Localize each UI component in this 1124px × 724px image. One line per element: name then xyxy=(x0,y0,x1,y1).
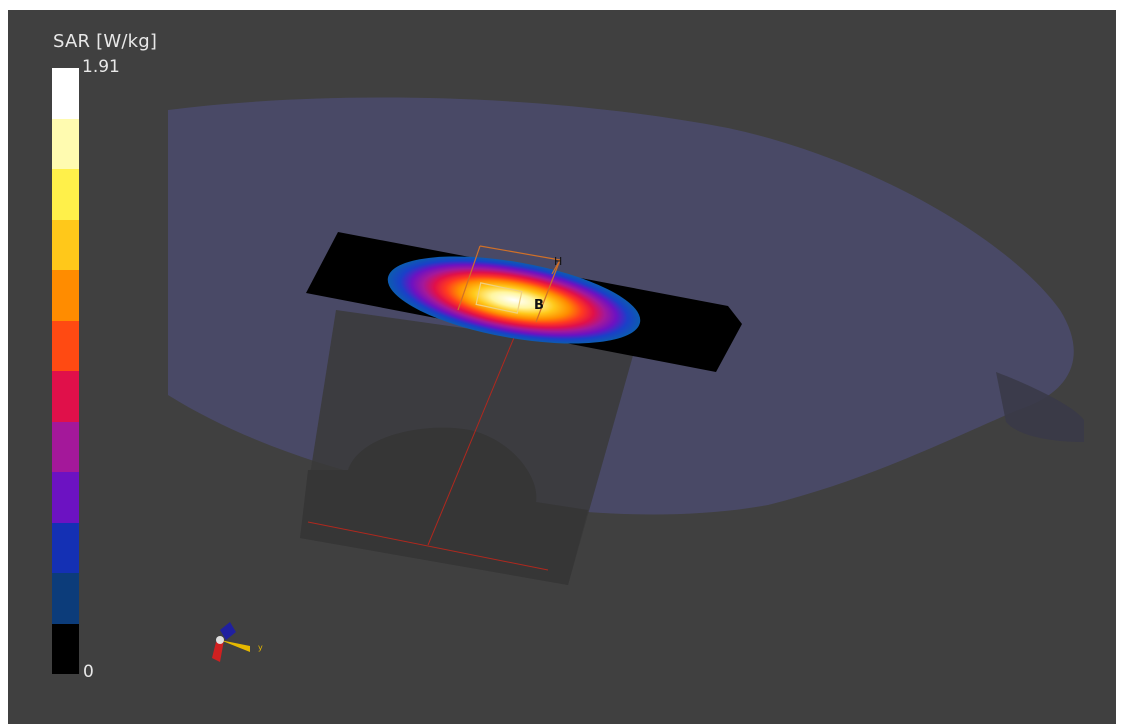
legend-swatch xyxy=(52,169,79,220)
legend-max-label: 1.91 xyxy=(82,57,120,77)
legend-swatch xyxy=(52,270,79,321)
legend-swatch xyxy=(52,623,79,674)
3d-viewport[interactable]: H B y SAR [W/kg] 1.91 0 xyxy=(8,10,1116,724)
sar-hotspot xyxy=(387,256,641,344)
axis-label-y: y xyxy=(258,643,263,652)
red-line-vertical xyxy=(427,327,519,546)
marker-b: B xyxy=(534,298,544,313)
legend-swatch xyxy=(52,68,79,119)
axis-triad xyxy=(212,622,250,662)
legend-swatch xyxy=(52,573,79,624)
legend-swatch xyxy=(52,522,79,573)
legend-swatch xyxy=(52,118,79,169)
legend-swatch xyxy=(52,472,79,523)
legend-swatch xyxy=(52,219,79,270)
legend-swatch xyxy=(52,320,79,371)
legend-swatch xyxy=(52,421,79,472)
marker-h: H xyxy=(554,255,563,268)
sar-scene xyxy=(168,97,1084,662)
color-legend-bar xyxy=(52,68,79,674)
legend-title: SAR [W/kg] xyxy=(53,31,158,52)
phantom-side-part xyxy=(996,372,1084,442)
legend-swatch xyxy=(52,371,79,422)
probe-outline xyxy=(457,245,561,323)
legend-min-label: 0 xyxy=(83,662,94,682)
red-line-bottom xyxy=(307,521,549,571)
